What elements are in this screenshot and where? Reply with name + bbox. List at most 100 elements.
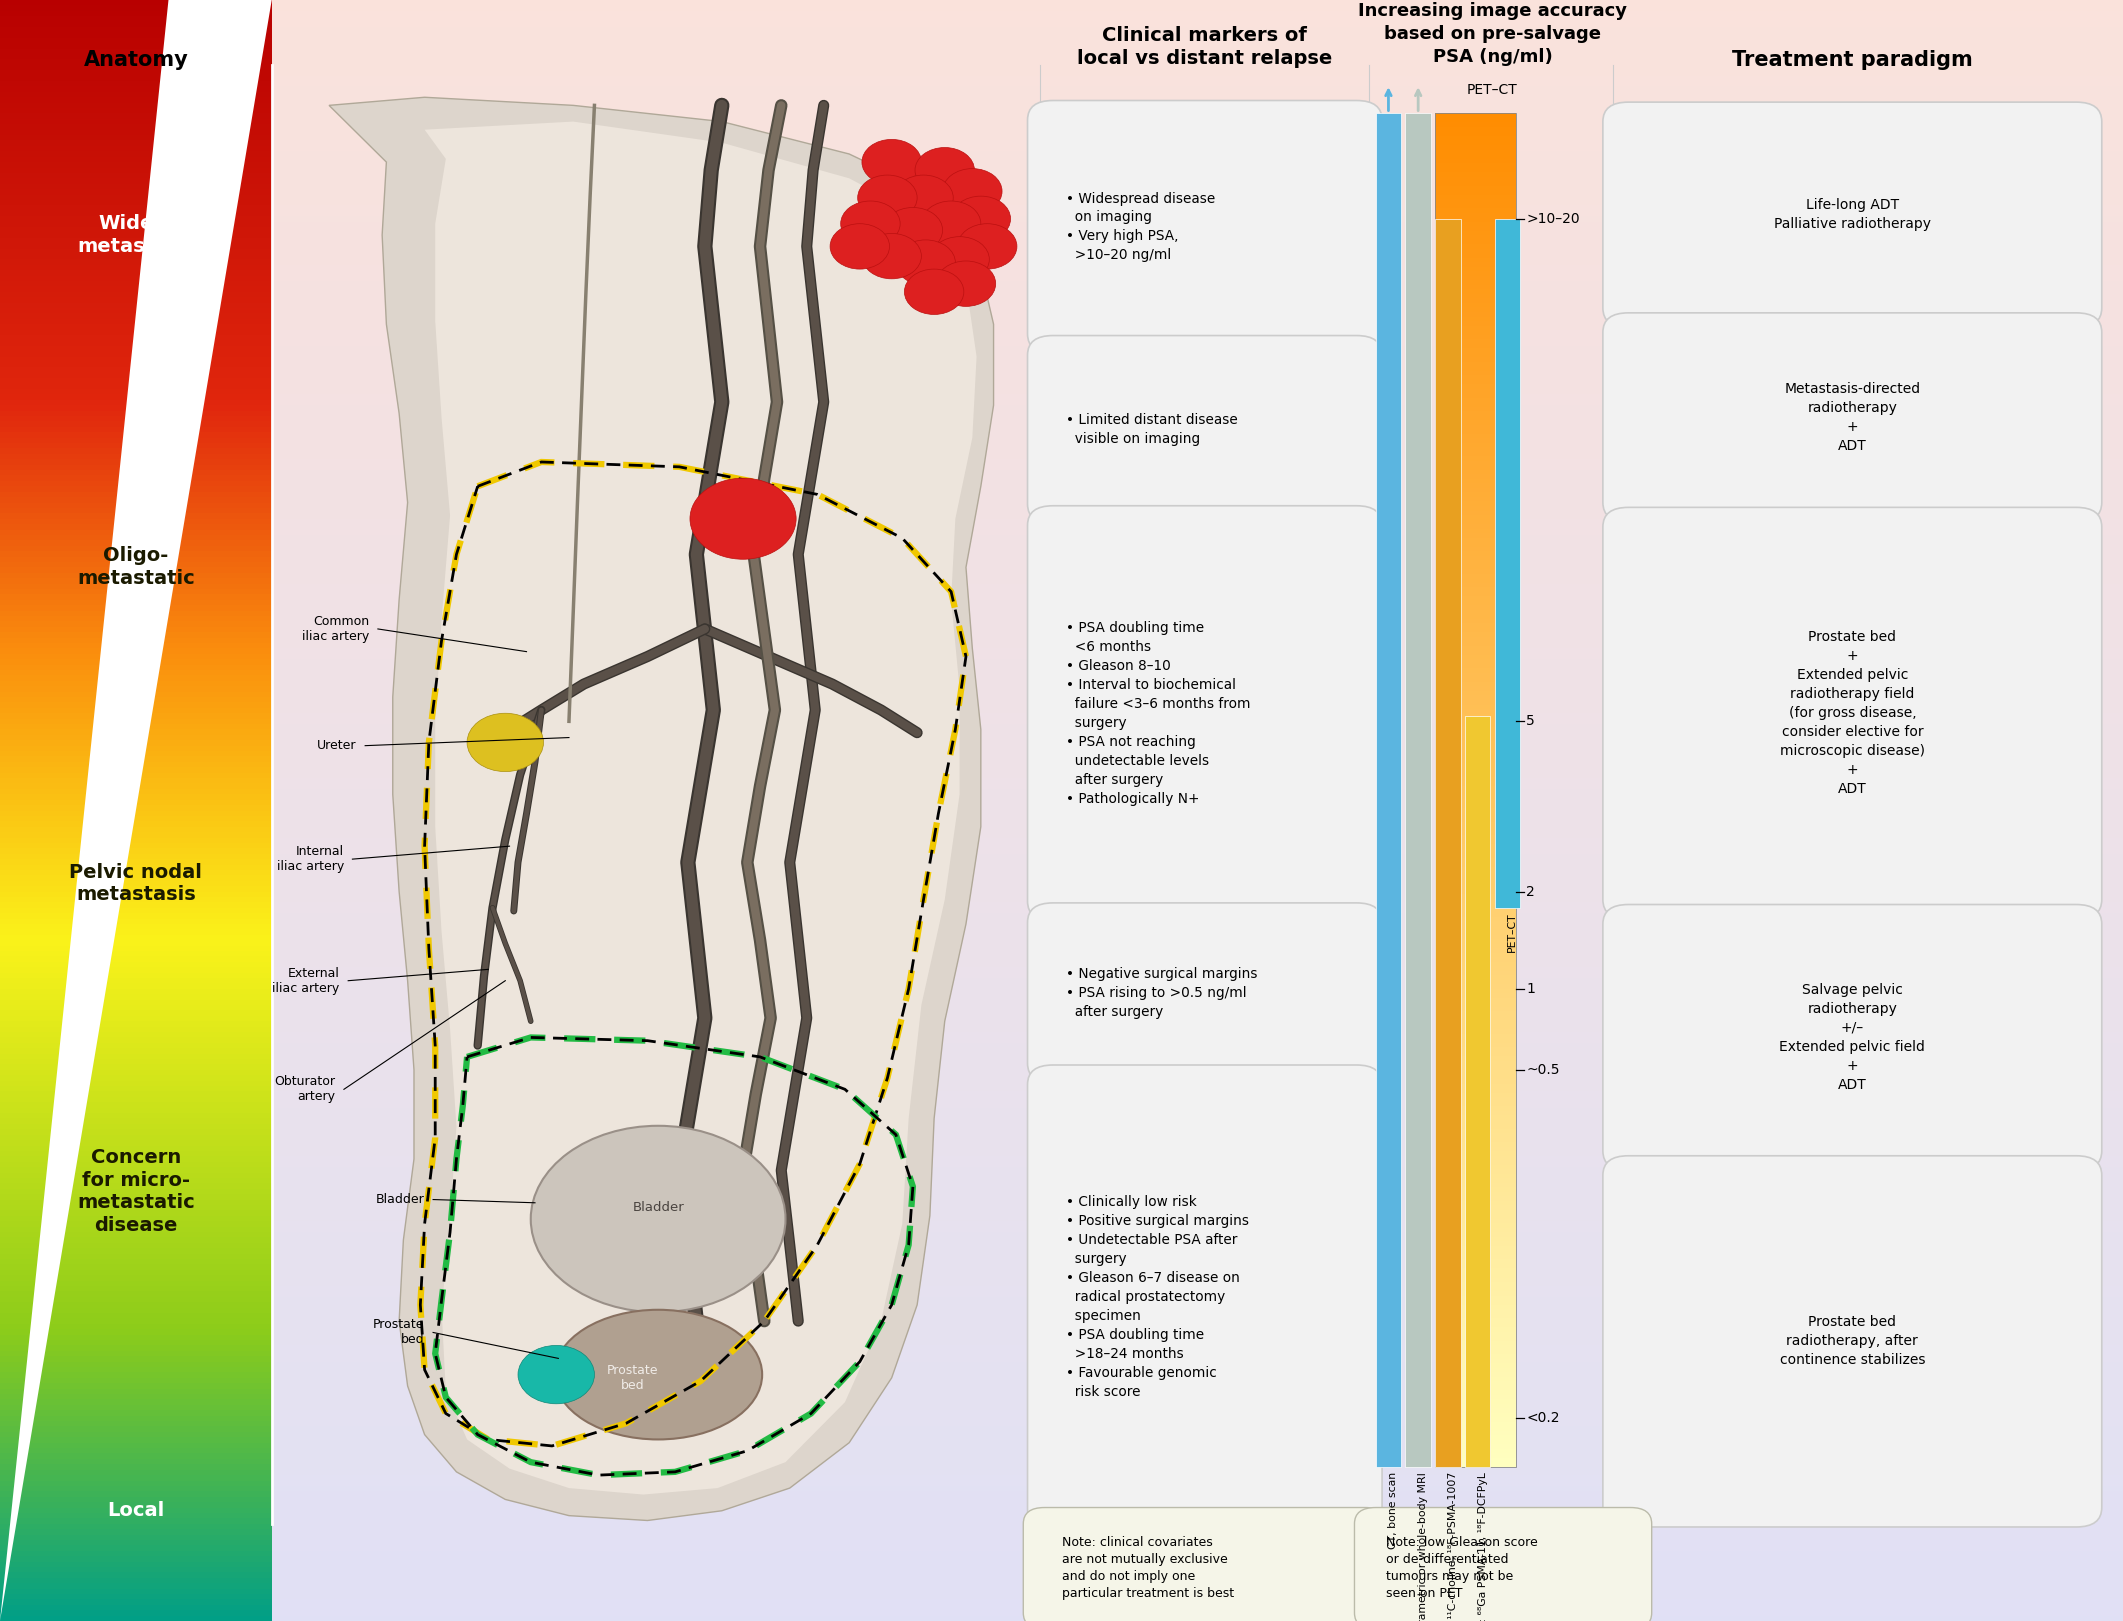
Bar (1435, 1328, 1516, 1331)
Bar (1435, 1318, 1516, 1323)
Text: • Clinically low risk
• Positive surgical margins
• Undetectable PSA after
  sur: • Clinically low risk • Positive surgica… (1066, 1195, 1248, 1399)
Bar (1435, 1336, 1516, 1341)
Bar (0, 880, 272, 887)
Bar (0, 146, 272, 151)
Bar (272, 875, 2123, 880)
Bar (0, 1081, 272, 1086)
Text: Internal
iliac artery: Internal iliac artery (276, 845, 344, 874)
Bar (272, 530, 2123, 535)
Bar (1435, 1156, 1516, 1161)
Bar (272, 443, 2123, 449)
Bar (1435, 177, 1516, 182)
Bar (1435, 895, 1516, 898)
Bar (272, 1600, 2123, 1605)
Bar (1435, 1310, 1516, 1313)
Bar (0, 486, 272, 491)
Bar (272, 806, 2123, 810)
Text: Note: low Gleason score
or de-differentiated
tumours may not be
seen on PET: Note: low Gleason score or de-differenti… (1386, 1537, 1537, 1600)
Bar (0, 653, 272, 660)
Bar (0, 498, 272, 503)
Bar (0, 438, 272, 443)
Circle shape (921, 201, 981, 246)
Bar (0, 1535, 272, 1540)
Bar (272, 1568, 2123, 1572)
Bar (272, 718, 2123, 725)
Bar (272, 621, 2123, 627)
Bar (1435, 113, 1516, 118)
Bar (0, 977, 272, 984)
Bar (1435, 1237, 1516, 1242)
Bar (0, 410, 272, 417)
Bar (1435, 1358, 1516, 1363)
Bar (0, 605, 272, 611)
Circle shape (943, 169, 1002, 214)
Bar (0, 1405, 272, 1410)
Bar (272, 1146, 2123, 1151)
Bar (1435, 668, 1516, 673)
Circle shape (904, 269, 964, 314)
Bar (272, 681, 2123, 686)
Bar (1435, 541, 1516, 546)
Bar (0, 1568, 272, 1572)
Bar (272, 880, 2123, 887)
Bar (1435, 1295, 1516, 1300)
Text: Treatment paradigm: Treatment paradigm (1732, 50, 1972, 70)
Text: Oligo-
metastatic: Oligo- metastatic (76, 546, 195, 588)
Bar (1435, 1227, 1516, 1232)
Bar (0, 854, 272, 859)
Bar (1435, 123, 1516, 126)
Bar (272, 540, 2123, 546)
Bar (1435, 840, 1516, 845)
Bar (0, 751, 272, 757)
Bar (1435, 1128, 1516, 1133)
Bar (1435, 1255, 1516, 1260)
Text: 2: 2 (1526, 885, 1535, 898)
Bar (272, 157, 2123, 162)
Circle shape (883, 207, 943, 253)
Bar (272, 16, 2123, 21)
Bar (272, 789, 2123, 794)
Bar (272, 130, 2123, 135)
Circle shape (841, 201, 900, 246)
Bar (0, 417, 272, 421)
Bar (1435, 632, 1516, 637)
Bar (272, 28, 2123, 32)
Bar (1435, 290, 1516, 293)
Bar (1435, 1174, 1516, 1178)
Bar (0, 822, 272, 827)
Text: Anatomy: Anatomy (83, 50, 189, 70)
Bar (272, 1589, 2123, 1593)
Bar (0, 183, 272, 190)
Bar (0, 1459, 272, 1464)
Bar (0, 1503, 272, 1508)
Bar (0, 1281, 272, 1285)
Bar (1435, 334, 1516, 339)
Bar (272, 1329, 2123, 1334)
Bar (0, 324, 272, 329)
Bar (272, 595, 2123, 600)
Bar (1435, 1060, 1516, 1065)
Bar (1435, 579, 1516, 582)
Bar (1435, 786, 1516, 789)
Bar (0, 681, 272, 686)
Bar (0, 961, 272, 968)
Bar (272, 822, 2123, 827)
Bar (1435, 966, 1516, 971)
Bar (1435, 1354, 1516, 1358)
Bar (0, 810, 272, 815)
Bar (1435, 415, 1516, 420)
Bar (1435, 903, 1516, 908)
Bar (1435, 357, 1516, 361)
Bar (1435, 1417, 1516, 1422)
Bar (1435, 1269, 1516, 1272)
Bar (1435, 285, 1516, 290)
Bar (0, 92, 272, 97)
Bar (1435, 144, 1516, 149)
Bar (1435, 1110, 1516, 1115)
Bar (272, 1308, 2123, 1313)
Bar (272, 308, 2123, 313)
Bar (272, 1410, 2123, 1415)
Bar (272, 616, 2123, 621)
Bar (0, 1345, 272, 1350)
Bar (272, 1118, 2123, 1123)
